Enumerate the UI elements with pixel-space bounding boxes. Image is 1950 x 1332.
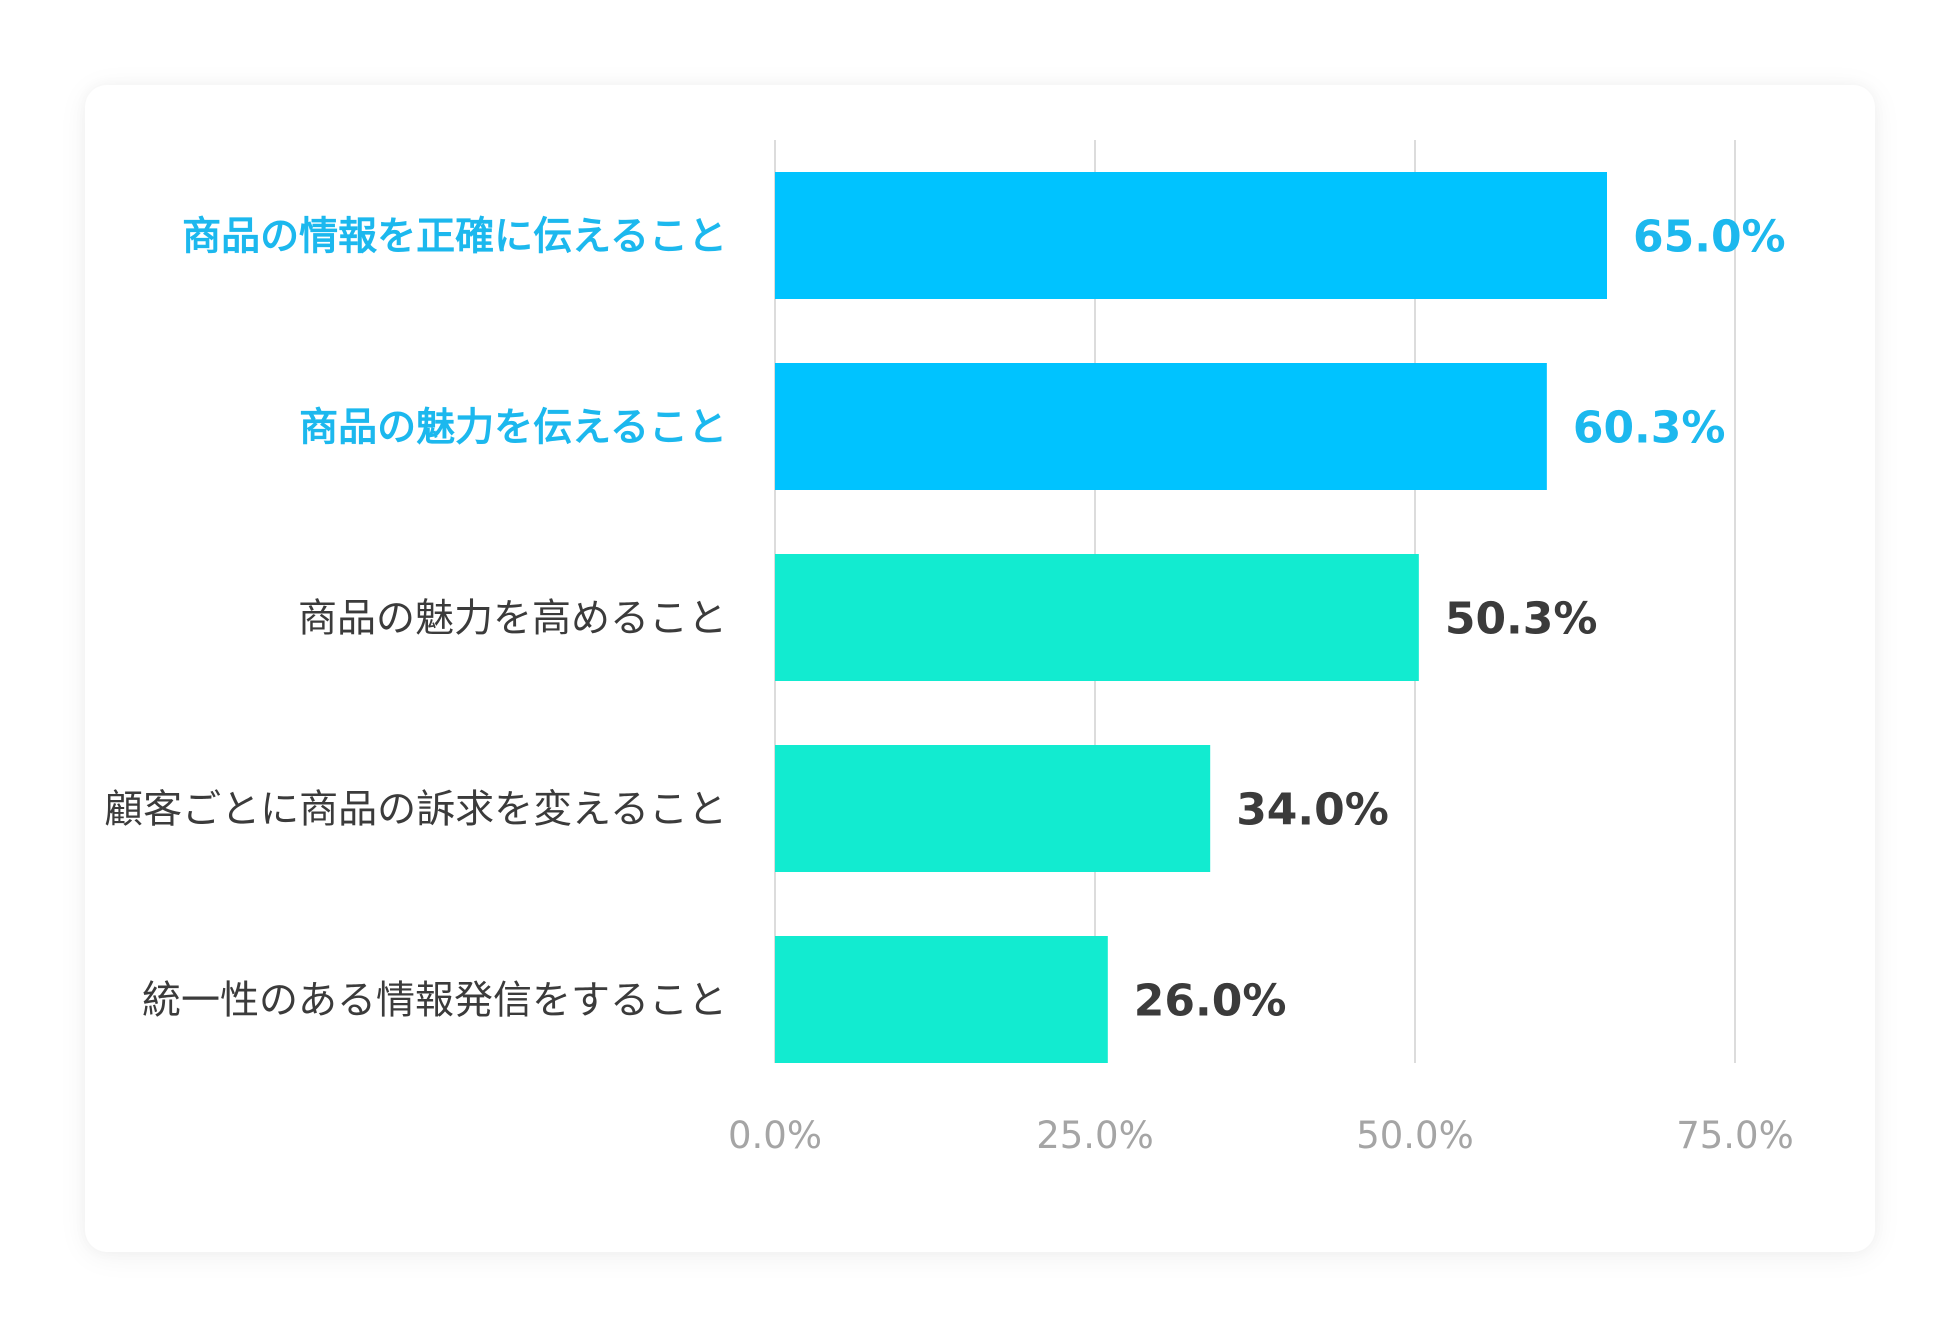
bars xyxy=(775,172,1607,1063)
value-label: 60.3% xyxy=(1573,403,1726,454)
bar xyxy=(775,554,1419,681)
x-tick-label: 0.0% xyxy=(728,1114,822,1157)
bar xyxy=(775,745,1211,872)
category-labels: 商品の情報を正確に伝えること商品の魅力を伝えること商品の魅力を高めること顧客ごと… xyxy=(104,215,727,1024)
value-label: 34.0% xyxy=(1236,785,1389,836)
category-label: 商品の魅力を高めること xyxy=(298,597,727,642)
x-tick-label: 75.0% xyxy=(1676,1114,1794,1157)
x-axis-ticks: 0.0% 25.0% 50.0% 75.0% xyxy=(728,1114,1794,1157)
value-label: 50.3% xyxy=(1445,594,1598,645)
category-label: 顧客ごとに商品の訴求を変えること xyxy=(104,788,727,833)
category-label: 商品の情報を正確に伝えること xyxy=(182,215,727,260)
category-label: 商品の魅力を伝えること xyxy=(299,406,727,451)
value-label: 65.0% xyxy=(1633,212,1786,263)
bar xyxy=(775,363,1547,490)
value-label: 26.0% xyxy=(1134,976,1287,1027)
x-tick-label: 50.0% xyxy=(1356,1114,1474,1157)
bar xyxy=(775,936,1108,1063)
value-labels: 65.0% 60.3% 50.3% 34.0% 26.0% xyxy=(1134,212,1786,1027)
bar xyxy=(775,172,1607,299)
x-tick-label: 25.0% xyxy=(1036,1114,1154,1157)
category-label: 統一性のある情報発信をすること xyxy=(142,979,727,1024)
